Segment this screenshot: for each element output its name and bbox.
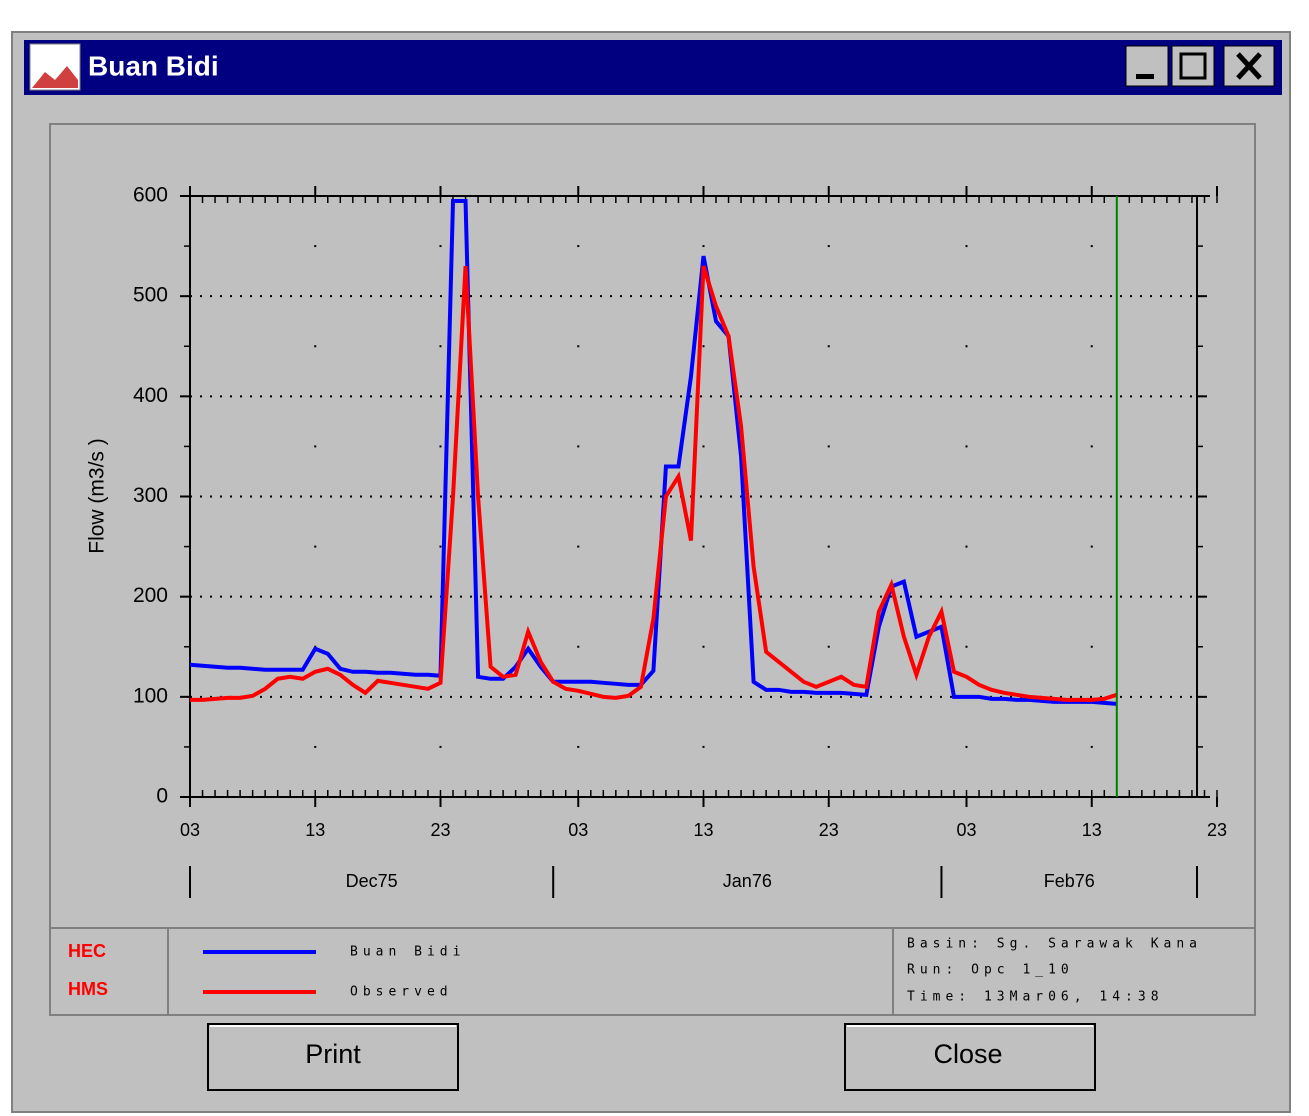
grid-dot <box>1090 545 1093 548</box>
legend-label: Observed <box>350 985 453 1000</box>
x-tick-label: 03 <box>568 820 588 840</box>
logo-text: HMS <box>68 979 108 999</box>
grid-dot <box>314 545 317 548</box>
grid-dot <box>1090 645 1093 648</box>
grid-dot <box>965 745 968 748</box>
x-tick-label: 03 <box>956 820 976 840</box>
grid-dot <box>577 245 580 248</box>
grid-dot <box>1090 345 1093 348</box>
x-tick-label: 23 <box>1207 820 1227 840</box>
app-icon-graph <box>32 66 78 88</box>
close-button[interactable]: Close <box>844 1023 1096 1091</box>
grid-dot <box>439 745 442 748</box>
grid-dot <box>577 545 580 548</box>
close-window-button[interactable] <box>1223 45 1275 87</box>
grid-dot <box>702 745 705 748</box>
button-label: Close <box>933 1039 1002 1069</box>
grid-dot <box>827 245 830 248</box>
y-tick-label: 600 <box>133 184 168 207</box>
grid-dot <box>965 445 968 448</box>
x-tick-label: 13 <box>305 820 325 840</box>
legend-label: Buan Bidi <box>350 945 465 960</box>
y-tick-label: 300 <box>133 484 168 507</box>
x-tick-label: 23 <box>430 820 450 840</box>
grid-dot <box>1090 445 1093 448</box>
minimize-button[interactable] <box>1125 45 1169 87</box>
y-tick-label: 200 <box>133 584 168 607</box>
grid-dot <box>314 245 317 248</box>
y-tick-label: 0 <box>156 785 168 808</box>
y-tick-label: 500 <box>133 284 168 307</box>
grid-dot <box>702 345 705 348</box>
grid-dot <box>314 345 317 348</box>
grid-dot <box>1090 245 1093 248</box>
grid-dot <box>439 345 442 348</box>
logo-text: HEC <box>68 941 106 961</box>
grid-dot <box>702 445 705 448</box>
month-label: Feb76 <box>1044 871 1095 891</box>
grid-dot <box>439 245 442 248</box>
grid-dot <box>439 445 442 448</box>
grid-dot <box>577 345 580 348</box>
grid-dot <box>577 645 580 648</box>
grid-dot <box>702 245 705 248</box>
info-text: Basin: Sg. Sarawak Kana <box>907 937 1202 952</box>
grid-dot <box>827 445 830 448</box>
x-tick-label: 13 <box>1082 820 1102 840</box>
grid-dot <box>314 745 317 748</box>
grid-dot <box>439 545 442 548</box>
series-line <box>190 265 1118 702</box>
maximize-button[interactable] <box>1171 45 1215 87</box>
grid-dot <box>965 345 968 348</box>
y-axis-label: Flow (m3/s ) <box>86 438 109 554</box>
y-tick-label: 100 <box>133 684 168 707</box>
grid-dot <box>965 645 968 648</box>
print-button[interactable]: Print <box>207 1023 459 1091</box>
grid-dot <box>827 645 830 648</box>
grid-dot <box>1090 745 1093 748</box>
series-line <box>189 199 1117 706</box>
grid-dot <box>827 345 830 348</box>
x-tick-label: 13 <box>693 820 713 840</box>
info-text: Time: 13Mar06, 14:38 <box>907 990 1164 1005</box>
x-tick-label: 03 <box>180 820 200 840</box>
chart-panel <box>49 123 1256 1016</box>
grid-dot <box>577 445 580 448</box>
grid-dot <box>827 545 830 548</box>
grid-dot <box>965 245 968 248</box>
title-bar <box>24 40 1282 95</box>
y-tick-label: 400 <box>133 384 168 407</box>
info-text: Run: Opc 1_10 <box>907 963 1074 978</box>
grid-dot <box>577 745 580 748</box>
grid-dot <box>965 545 968 548</box>
month-label: Jan76 <box>723 871 772 891</box>
x-tick-label: 23 <box>819 820 839 840</box>
grid-dot <box>702 645 705 648</box>
window-title: Buan Bidi <box>88 50 219 81</box>
button-label: Print <box>305 1039 361 1069</box>
grid-dot <box>827 745 830 748</box>
grid-dot <box>702 545 705 548</box>
grid-dot <box>314 445 317 448</box>
month-label: Dec75 <box>346 871 398 891</box>
